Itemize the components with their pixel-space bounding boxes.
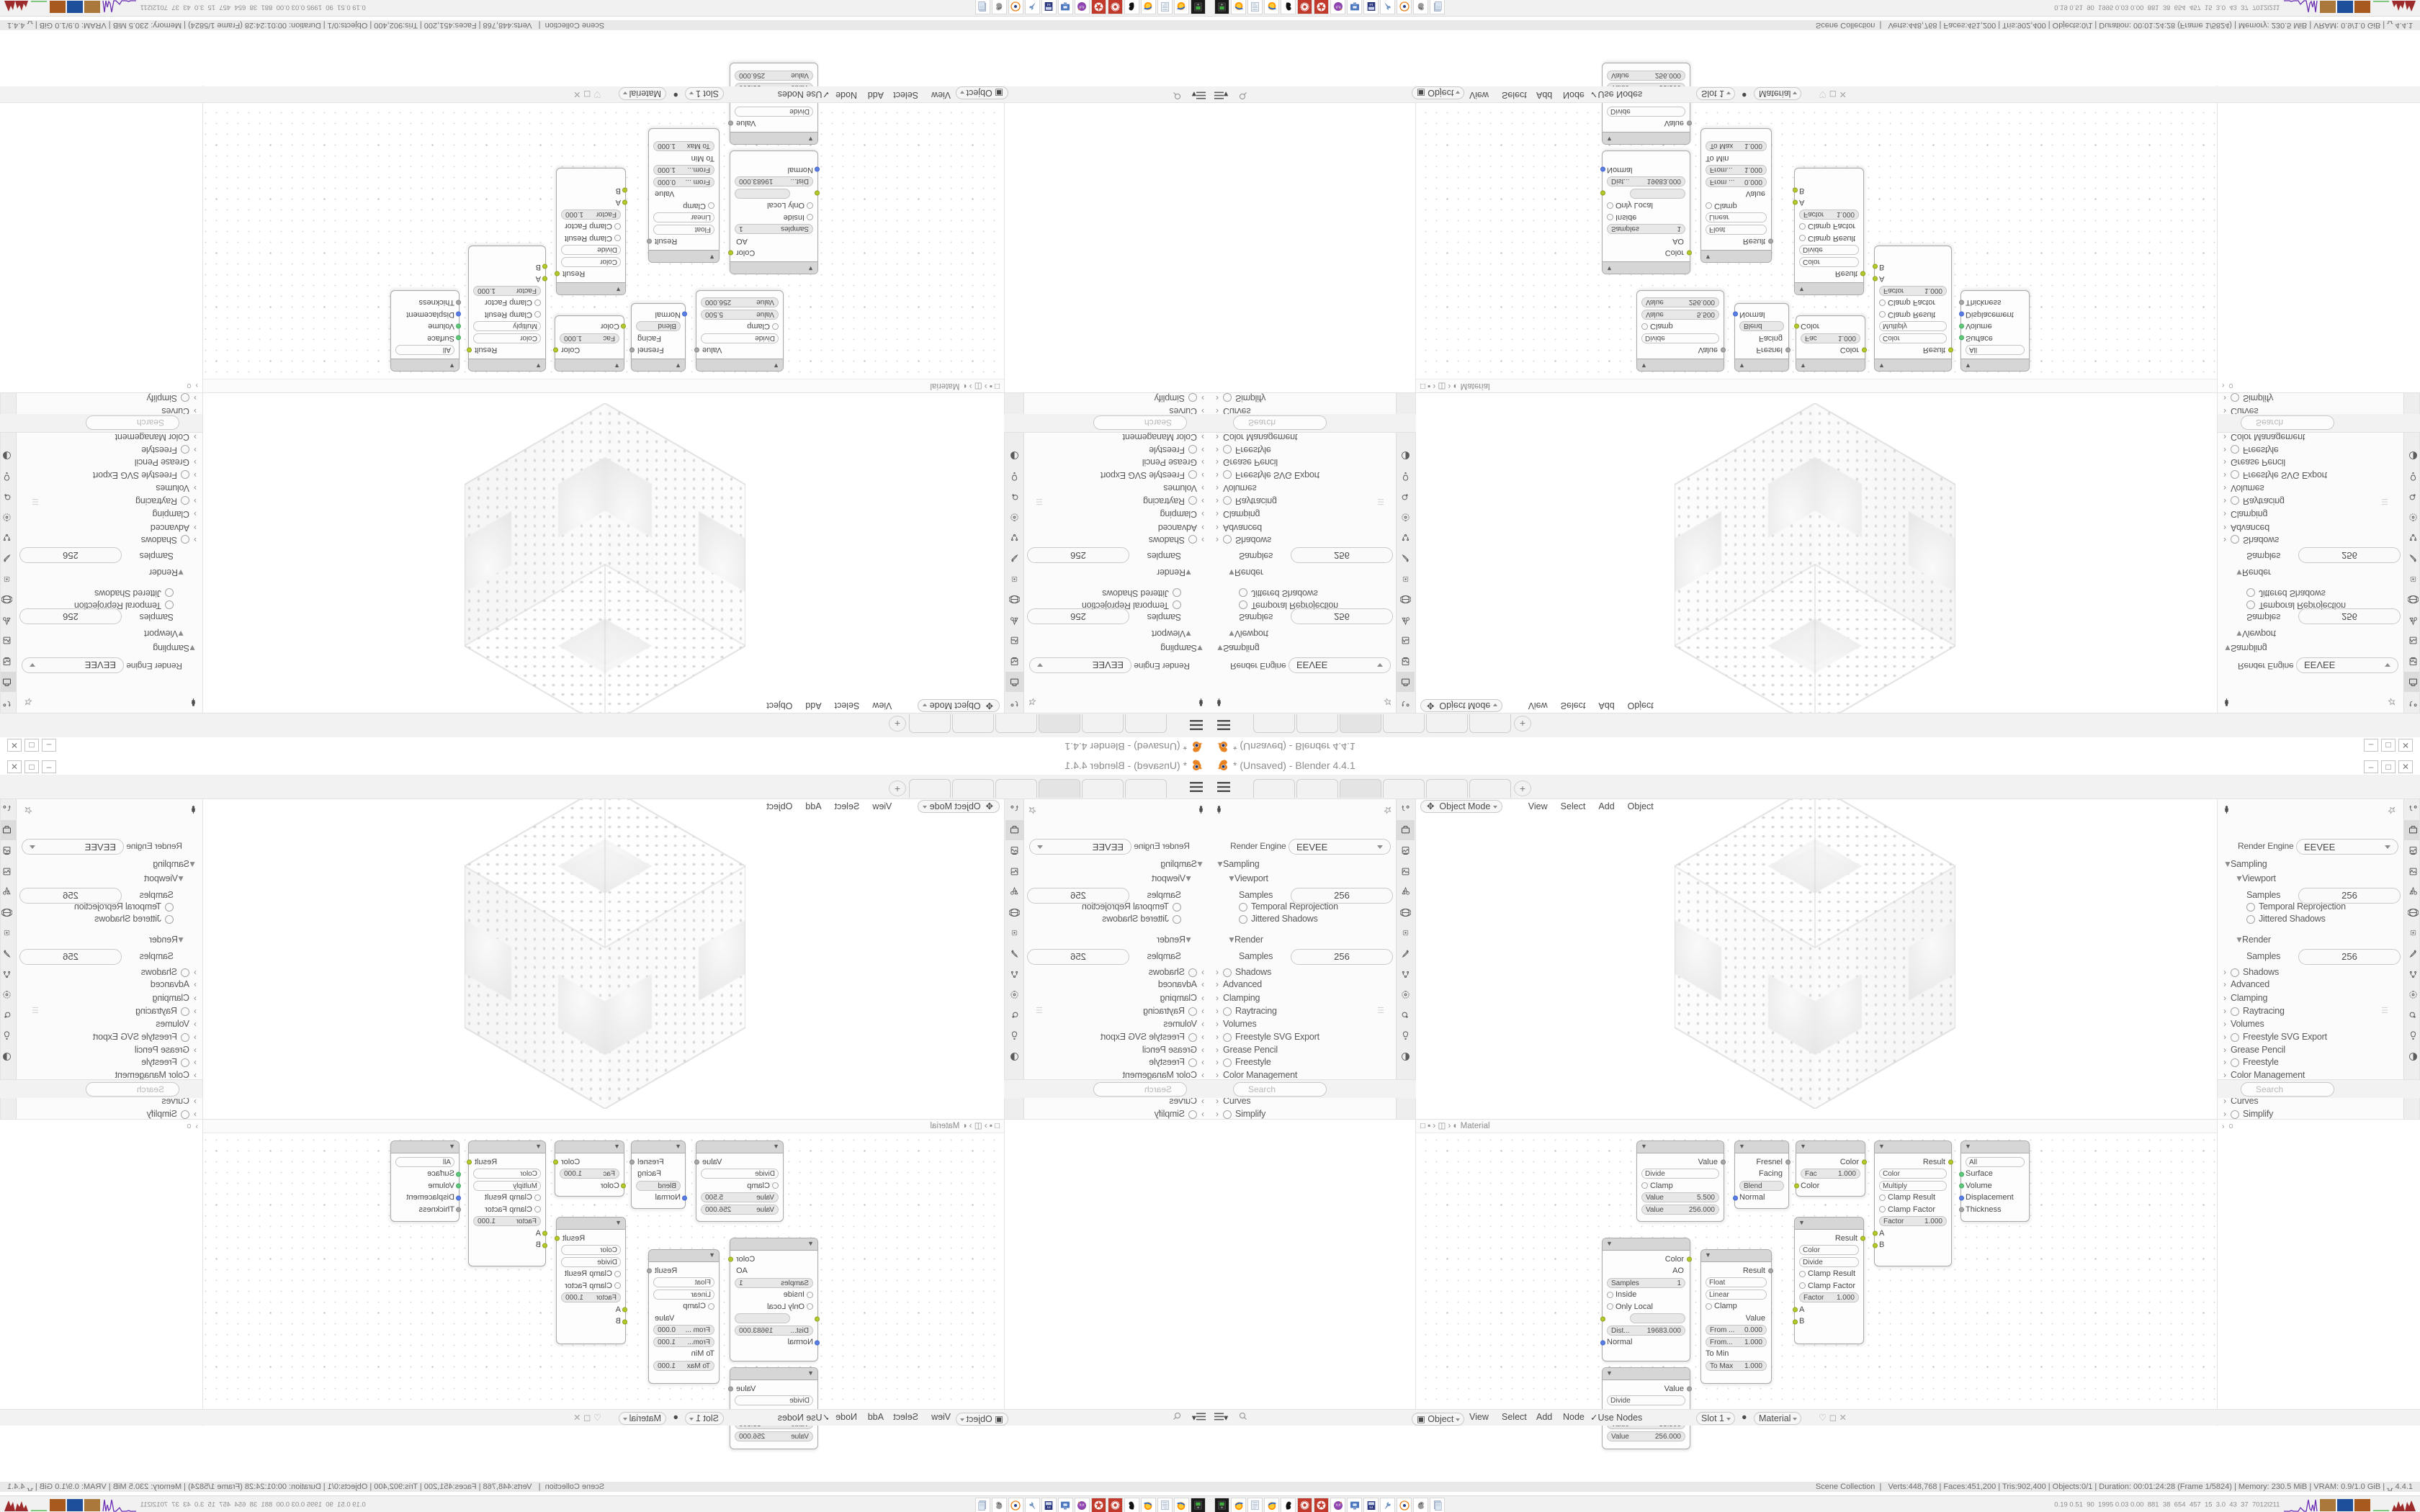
- svg-text:64: 64: [1369, 4, 1373, 7]
- svg-text:64: 64: [1047, 1506, 1052, 1509]
- svg-text:64: 64: [1369, 1506, 1373, 1509]
- svg-text:64: 64: [1047, 4, 1052, 7]
